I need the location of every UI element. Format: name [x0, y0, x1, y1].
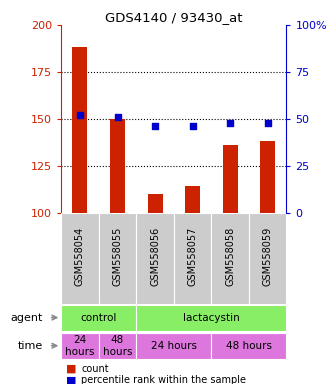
Bar [174, 213, 211, 303]
Bar [148, 194, 163, 213]
Text: percentile rank within the sample: percentile rank within the sample [81, 376, 247, 384]
Text: agent: agent [11, 313, 43, 323]
Bar [260, 141, 275, 213]
Text: 24
hours: 24 hours [65, 335, 95, 356]
Text: lactacystin: lactacystin [183, 313, 240, 323]
Text: ■: ■ [66, 364, 76, 374]
Point [115, 114, 120, 120]
Bar [211, 333, 286, 359]
Text: 48
hours: 48 hours [103, 335, 132, 356]
Text: 24 hours: 24 hours [151, 341, 197, 351]
Text: ■: ■ [66, 376, 76, 384]
Point [265, 119, 270, 126]
Bar [61, 213, 99, 303]
Bar [136, 333, 211, 359]
Bar [61, 305, 136, 331]
Text: GSM558056: GSM558056 [150, 227, 160, 286]
Title: GDS4140 / 93430_at: GDS4140 / 93430_at [105, 11, 243, 24]
Text: GSM558055: GSM558055 [113, 227, 122, 286]
Bar [110, 119, 125, 213]
Text: GSM558059: GSM558059 [262, 227, 272, 286]
Point [152, 123, 158, 129]
Bar [222, 145, 238, 213]
Bar [72, 48, 87, 213]
Text: count: count [81, 364, 109, 374]
Text: 48 hours: 48 hours [226, 341, 272, 351]
Point [77, 112, 83, 118]
Bar [136, 305, 286, 331]
Text: GSM558054: GSM558054 [75, 227, 85, 286]
Bar [185, 186, 200, 213]
Text: GSM558058: GSM558058 [225, 227, 235, 286]
Point [190, 123, 195, 129]
Bar [211, 213, 249, 303]
Bar [249, 213, 286, 303]
Point [227, 119, 233, 126]
Bar [99, 213, 136, 303]
Text: control: control [80, 313, 117, 323]
Text: time: time [18, 341, 43, 351]
Bar [136, 213, 174, 303]
Text: GSM558057: GSM558057 [188, 227, 198, 286]
Bar [61, 333, 99, 359]
Bar [99, 333, 136, 359]
